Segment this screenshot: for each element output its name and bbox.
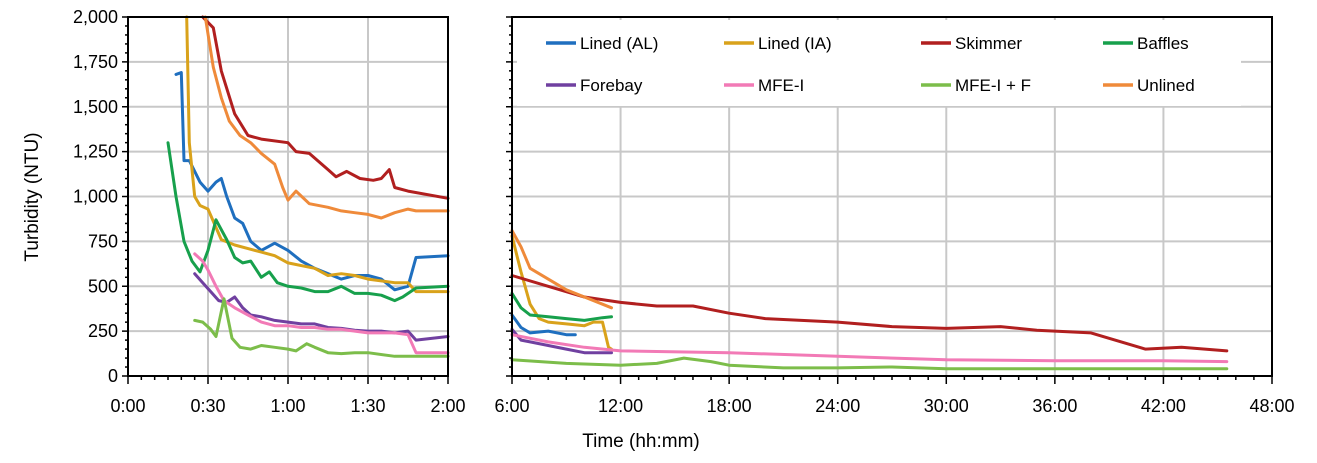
y-tick-label: 0 — [108, 366, 118, 386]
series-line-mfe-i-f — [193, 297, 450, 358]
legend-label: Skimmer — [955, 34, 1022, 53]
legend-label: Lined (IA) — [758, 34, 832, 53]
series-line-forebay — [510, 327, 613, 355]
y-tick-label: 750 — [88, 231, 118, 251]
legend-label: Unlined — [1137, 76, 1195, 95]
x-tick-label: 24:00 — [815, 396, 860, 416]
x-tick-label: 1:30 — [350, 396, 385, 416]
y-tick-label: 2,000 — [73, 7, 118, 27]
series-line-unlined — [203, 15, 450, 220]
series-line-baffles — [166, 141, 450, 303]
y-tick-label: 1,250 — [73, 142, 118, 162]
x-tick-label: 30:00 — [924, 396, 969, 416]
x-tick-label: 12:00 — [598, 396, 643, 416]
y-tick-label: 1,750 — [73, 52, 118, 72]
series-line-skimmer — [510, 274, 1229, 353]
legend-label: Forebay — [580, 76, 643, 95]
x-axis-label: Time (hh:mm) — [582, 431, 700, 452]
series-line-mfe-i — [193, 252, 450, 355]
y-tick-label: 250 — [88, 321, 118, 341]
series-line-mfe-i — [510, 333, 1229, 364]
x-tick-label: 48:00 — [1249, 396, 1294, 416]
x-tick-label: 6:00 — [494, 396, 529, 416]
left-panel-series — [166, 15, 450, 358]
x-tick-label: 36:00 — [1032, 396, 1077, 416]
right-panel-series — [510, 229, 1229, 371]
x-tick-label: 2:00 — [430, 396, 465, 416]
series-line-lined-al — [174, 71, 450, 292]
y-tick-label: 1,000 — [73, 187, 118, 207]
legend-label: MFE-I + F — [955, 76, 1031, 95]
y-tick-label: 500 — [88, 276, 118, 296]
x-tick-label: 18:00 — [707, 396, 752, 416]
series-line-lined-al — [510, 313, 577, 337]
x-tick-label: 0:30 — [190, 396, 225, 416]
legend: Lined (AL) Lined (IA) Skimmer Baffles Foreba… — [546, 34, 1195, 95]
series-line-skimmer — [201, 15, 450, 200]
series-line-lined-ia — [185, 15, 450, 294]
legend-box — [517, 20, 1241, 106]
legend-label: MFE-I — [758, 76, 804, 95]
legend-label: Lined (AL) — [580, 34, 658, 53]
series-line-lined-ia — [510, 234, 613, 351]
right-panel-axes: 6:00 12:00 18:00 24:00 30:00 36:00 42:00 48:00 — [494, 16, 1295, 416]
x-tick-label: 0:00 — [110, 396, 145, 416]
x-tick-label: 42:00 — [1141, 396, 1186, 416]
series-line-baffles — [510, 291, 613, 322]
left-panel-axes: 0 250 500 750 1,000 1,250 1,500 1,750 2,000 0:00 0… — [73, 7, 466, 416]
y-tick-label: 1,500 — [73, 97, 118, 117]
legend-label: Baffles — [1137, 34, 1189, 53]
series-line-unlined — [510, 229, 613, 310]
series-line-mfe-i-f — [510, 356, 1229, 371]
y-axis-label: Turbidity (NTU) — [22, 132, 43, 261]
x-tick-label: 1:00 — [270, 396, 305, 416]
